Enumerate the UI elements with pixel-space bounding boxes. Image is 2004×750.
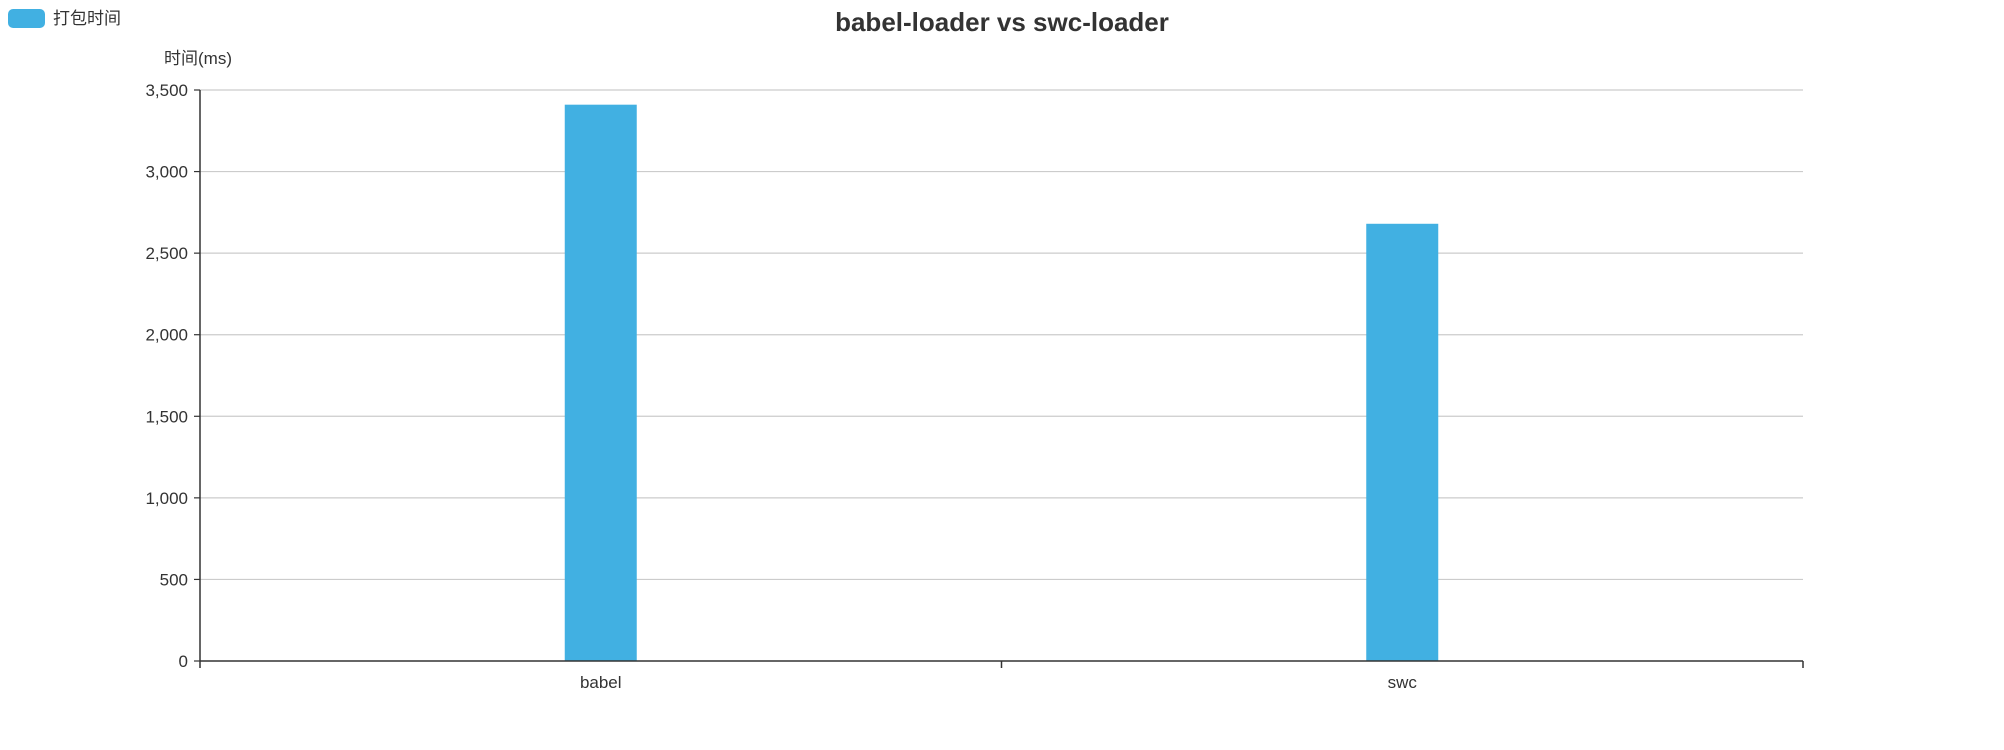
y-axis-label: 时间(ms) [164,49,232,68]
y-tick-label: 2,500 [145,244,188,263]
legend[interactable]: 打包时间 [8,9,121,28]
y-tick-labels: 0 500 1,000 1,500 2,000 2,500 3,000 3,500 [145,81,188,671]
y-tick-label: 3,500 [145,81,188,100]
bar-babel[interactable] [564,104,637,661]
chart-title: babel-loader vs swc-loader [835,7,1169,37]
bars [564,104,1439,661]
y-tick-label: 500 [160,570,188,589]
y-tick-label: 1,500 [145,407,188,426]
y-tick-label: 1,000 [145,489,188,508]
axes [194,89,1804,668]
legend-label[interactable]: 打包时间 [53,9,121,28]
y-tick-label: 0 [179,652,188,671]
x-tick-label: babel [580,673,622,692]
gridlines [200,89,1803,581]
y-tick-label: 2,000 [145,326,188,345]
bar-swc[interactable] [1366,223,1439,661]
x-tick-label: swc [1388,673,1418,692]
x-tick-labels: babel swc [580,673,1417,692]
legend-swatch[interactable] [8,9,45,28]
y-tick-label: 3,000 [145,163,188,182]
